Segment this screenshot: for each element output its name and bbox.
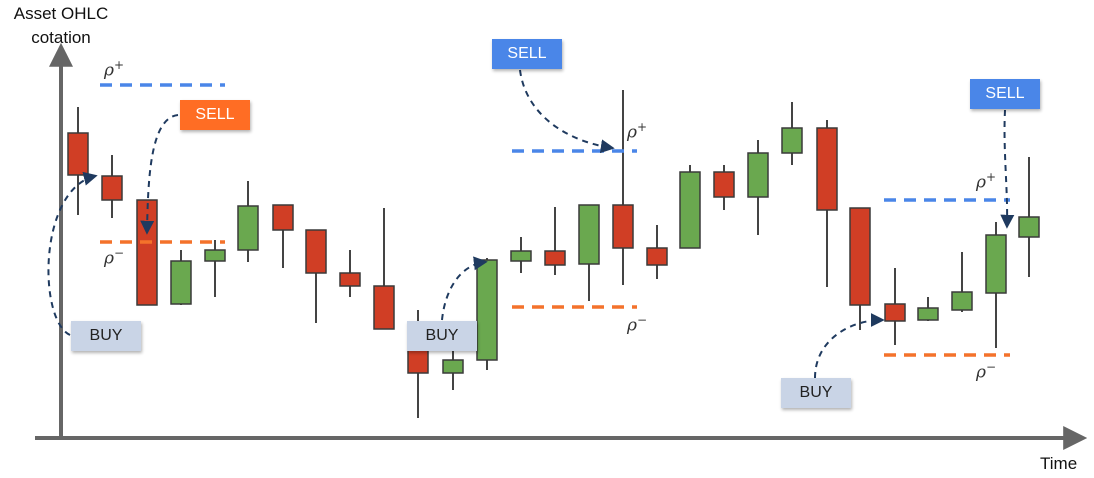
rho: ρ [104, 60, 114, 81]
candle-body [781, 127, 803, 154]
sign: + [986, 170, 997, 184]
candle-body [305, 229, 327, 274]
candle-body [951, 291, 973, 311]
rho: ρ [976, 362, 986, 383]
threshold-label: ρ− [627, 313, 647, 336]
candle-body [646, 247, 668, 266]
candle-body [816, 127, 838, 211]
candle-body [884, 303, 906, 322]
sign: + [114, 58, 125, 72]
sign: − [986, 360, 997, 374]
candle-body [101, 175, 123, 201]
sell-signal: SELL [180, 100, 250, 130]
rho: ρ [104, 248, 114, 269]
threshold-label: ρ− [976, 360, 996, 383]
buy-signal: BUY [781, 378, 851, 408]
buy-signal: BUY [407, 321, 477, 351]
arrow [47, 171, 98, 336]
candle-body [544, 250, 566, 266]
x-axis-label: Time [1040, 454, 1078, 473]
candle-body [679, 171, 701, 249]
candle-body [237, 205, 259, 251]
sign: − [637, 313, 648, 327]
rho: ρ [627, 315, 637, 336]
rho: ρ [976, 172, 986, 193]
candle-body [204, 249, 226, 262]
candle-body [170, 260, 192, 305]
candle-body [442, 359, 464, 374]
candle-body [612, 204, 634, 249]
threshold-lines [100, 83, 1010, 357]
arrow [814, 313, 885, 379]
arrow [441, 256, 488, 321]
candle-body [985, 234, 1007, 294]
sign: − [114, 246, 125, 260]
candle-body [510, 250, 532, 262]
candle-body [272, 204, 294, 231]
arrow [140, 114, 179, 235]
rho: ρ [627, 122, 637, 143]
candles [67, 90, 1040, 418]
candle-body [747, 152, 769, 198]
candle-body [578, 204, 600, 265]
signal-arrows [47, 69, 1015, 379]
candle-body [373, 285, 395, 330]
sell-signal: SELL [970, 79, 1040, 109]
arrow [1000, 109, 1015, 229]
sell-signal: SELL [492, 39, 562, 69]
candle-body [339, 272, 361, 287]
y-axis-label: Asset OHLC cotation [13, 4, 109, 47]
threshold-label: ρ− [104, 246, 124, 269]
candle-body [713, 171, 735, 198]
candle-body [917, 307, 939, 321]
threshold-label: ρ+ [627, 120, 647, 143]
candle-body [849, 207, 871, 306]
threshold-label: ρ+ [104, 58, 124, 81]
candle-body [476, 259, 498, 361]
arrow [519, 69, 615, 154]
candle-body [1018, 216, 1040, 238]
threshold-label: ρ+ [976, 170, 996, 193]
candle-body [67, 132, 89, 176]
buy-signal: BUY [71, 321, 141, 351]
sign: + [637, 120, 648, 134]
